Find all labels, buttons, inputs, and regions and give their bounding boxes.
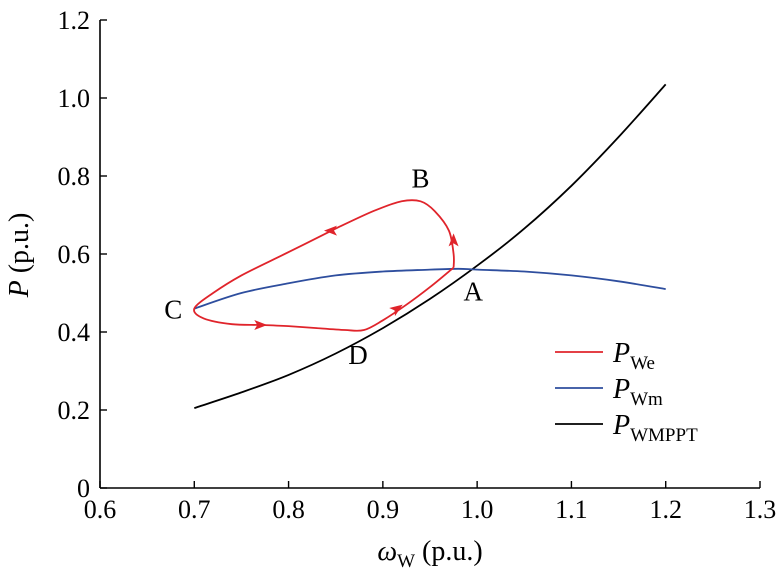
y-axis-label: P (p.u.) xyxy=(4,213,35,299)
point-label-b: B xyxy=(411,163,429,193)
y-tick-label: 1.0 xyxy=(58,84,91,113)
direction-arrow xyxy=(324,225,337,236)
legend-entry-we: PWe xyxy=(612,338,655,374)
legend-subscript: Wm xyxy=(630,389,663,410)
x-axis-label: ωW (p.u.) xyxy=(377,536,482,572)
point-label-d: D xyxy=(348,340,368,370)
y-axis-ticks: 0 0.2 0.4 0.6 0.8 1.0 1.2 xyxy=(58,6,107,503)
series-line-wmppt xyxy=(194,83,667,409)
legend-subscript: WMPPT xyxy=(630,425,698,446)
x-tick-label: 0.8 xyxy=(272,495,305,524)
direction-arrow xyxy=(254,319,268,330)
y-tick-label: 0.6 xyxy=(58,240,91,269)
x-tick-label: 0.6 xyxy=(84,495,117,524)
plot-series xyxy=(193,83,667,409)
x-tick-label: 1.3 xyxy=(744,495,777,524)
legend-subscript: We xyxy=(630,353,655,374)
legend-symbol: P xyxy=(612,374,630,405)
x-tick-label: 1.0 xyxy=(461,495,494,524)
series-line-wm xyxy=(194,267,666,310)
legend-symbol: P xyxy=(612,410,630,441)
x-tick-label: 1.1 xyxy=(555,495,588,524)
x-axis-ticks: 0.6 0.7 0.8 0.9 1.0 1.1 1.2 1.3 xyxy=(84,481,777,524)
point-label-a: A xyxy=(463,276,483,306)
y-tick-label: 0.2 xyxy=(58,396,91,425)
legend-entry-wmppt: PWMPPT xyxy=(612,410,698,446)
y-axis-symbol: P xyxy=(4,280,35,298)
y-tick-label: 0.4 xyxy=(58,318,91,347)
x-axis-unit: (p.u.) xyxy=(415,536,483,567)
point-labels: A B C D xyxy=(164,163,483,370)
x-axis-subscript: W xyxy=(397,551,415,572)
x-tick-label: 1.2 xyxy=(649,495,682,524)
point-label-c: C xyxy=(164,295,182,325)
x-axis-symbol: ω xyxy=(377,536,397,567)
direction-arrow xyxy=(389,304,403,317)
legend-symbol: P xyxy=(612,338,630,369)
series-line-we xyxy=(193,199,455,332)
direction-arrow xyxy=(448,233,459,247)
legend-entry-wm: PWm xyxy=(612,374,663,410)
y-tick-label: 1.2 xyxy=(58,6,91,35)
x-tick-label: 0.7 xyxy=(178,495,211,524)
y-tick-label: 0 xyxy=(77,474,90,503)
x-tick-label: 0.9 xyxy=(367,495,400,524)
y-axis-unit: (p.u.) xyxy=(4,213,35,281)
y-tick-label: 0.8 xyxy=(58,162,91,191)
